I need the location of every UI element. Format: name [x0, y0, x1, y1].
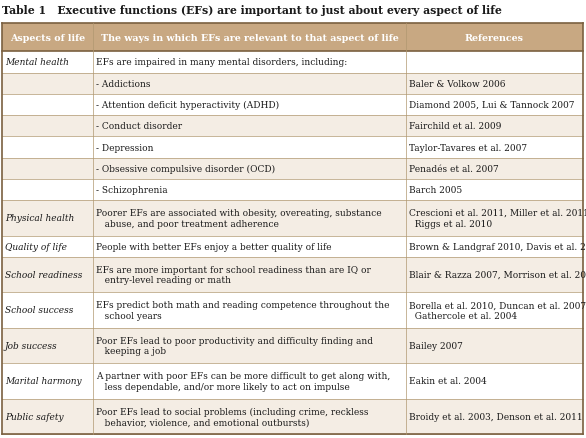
- Text: Public safety: Public safety: [5, 412, 64, 420]
- Text: EFs are impaired in many mental disorders, including:: EFs are impaired in many mental disorder…: [96, 58, 347, 67]
- Text: Barch 2005: Barch 2005: [409, 186, 462, 194]
- Text: - Depression: - Depression: [96, 143, 154, 152]
- Text: Baler & Volkow 2006: Baler & Volkow 2006: [409, 80, 506, 88]
- Text: Poorer EFs are associated with obesity, overeating, substance
   abuse, and poor: Poorer EFs are associated with obesity, …: [96, 208, 381, 228]
- Text: Quality of life: Quality of life: [5, 242, 67, 251]
- Text: References: References: [465, 34, 524, 42]
- Text: Marital harmony: Marital harmony: [5, 376, 81, 385]
- Text: Poor EFs lead to poor productivity and difficulty finding and
   keeping a job: Poor EFs lead to poor productivity and d…: [96, 336, 373, 355]
- Text: Table 1   Executive functions (EFs) are important to just about every aspect of : Table 1 Executive functions (EFs) are im…: [2, 5, 502, 16]
- Text: School readiness: School readiness: [5, 270, 83, 279]
- Text: Aspects of life: Aspects of life: [10, 34, 85, 42]
- Text: Eakin et al. 2004: Eakin et al. 2004: [409, 377, 487, 385]
- Text: - Addictions: - Addictions: [96, 80, 151, 88]
- Text: Poor EFs lead to social problems (including crime, reckless
   behavior, violenc: Poor EFs lead to social problems (includ…: [96, 406, 369, 426]
- Text: - Obsessive compulsive disorder (OCD): - Obsessive compulsive disorder (OCD): [96, 164, 275, 173]
- Text: People with better EFs enjoy a better quality of life: People with better EFs enjoy a better qu…: [96, 242, 332, 251]
- Text: - Schizophrenia: - Schizophrenia: [96, 186, 168, 194]
- Text: - Attention deficit hyperactivity (ADHD): - Attention deficit hyperactivity (ADHD): [96, 101, 279, 110]
- Text: Blair & Razza 2007, Morrison et al. 2010: Blair & Razza 2007, Morrison et al. 2010: [409, 270, 586, 279]
- Text: Diamond 2005, Lui & Tannock 2007: Diamond 2005, Lui & Tannock 2007: [409, 101, 574, 110]
- Text: Brown & Landgraf 2010, Davis et al. 2010: Brown & Landgraf 2010, Davis et al. 2010: [409, 242, 586, 251]
- Text: EFs predict both math and reading competence throughout the
   school years: EFs predict both math and reading compet…: [96, 300, 390, 320]
- Text: Taylor-Tavares et al. 2007: Taylor-Tavares et al. 2007: [409, 143, 527, 152]
- Text: Fairchild et al. 2009: Fairchild et al. 2009: [409, 122, 502, 131]
- Text: Crescioni et al. 2011, Miller et al. 2011,
  Riggs et al. 2010: Crescioni et al. 2011, Miller et al. 201…: [409, 208, 586, 228]
- Text: Physical health: Physical health: [5, 214, 74, 223]
- Text: Mental health: Mental health: [5, 58, 69, 67]
- Text: A partner with poor EFs can be more difficult to get along with,
   less dependa: A partner with poor EFs can be more diff…: [96, 371, 390, 391]
- Text: Penadés et al. 2007: Penadés et al. 2007: [409, 164, 499, 173]
- Text: School success: School success: [5, 306, 73, 314]
- Text: Bailey 2007: Bailey 2007: [409, 341, 463, 350]
- Text: Job success: Job success: [5, 341, 57, 350]
- Text: The ways in which EFs are relevant to that aspect of life: The ways in which EFs are relevant to th…: [101, 34, 398, 42]
- Text: EFs are more important for school readiness than are IQ or
   entry-level readin: EFs are more important for school readin…: [96, 265, 371, 285]
- Text: Borella et al. 2010, Duncan et al. 2007,
  Gathercole et al. 2004: Borella et al. 2010, Duncan et al. 2007,…: [409, 300, 586, 320]
- Text: Broidy et al. 2003, Denson et al. 2011: Broidy et al. 2003, Denson et al. 2011: [409, 412, 582, 421]
- Text: - Conduct disorder: - Conduct disorder: [96, 122, 182, 131]
